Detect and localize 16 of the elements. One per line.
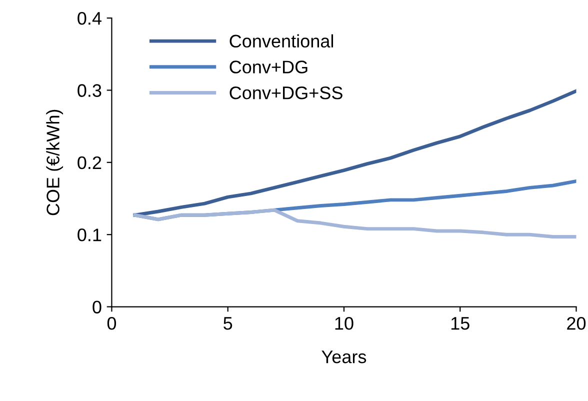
y-tick-label: 0.3 (78, 84, 102, 97)
legend-label: Conv+DG+SS (230, 86, 342, 100)
line-series (133, 208, 576, 238)
y-tick-label: 0.2 (78, 156, 102, 170)
x-tick-label: 15 (451, 317, 470, 330)
x-tick-label: 0 (107, 316, 116, 330)
x-axis-title: Years (322, 350, 366, 364)
x-tick-label: 5 (224, 317, 232, 330)
y-tick-label: 0.4 (78, 12, 102, 25)
y-tick-label: 0.1 (78, 228, 102, 242)
legend-label: Conv+DG (230, 60, 308, 74)
x-tick-label: 10 (335, 316, 354, 330)
y-axis-title: COE (€/kWh) (46, 110, 64, 216)
y-tick-label: 0 (92, 300, 102, 314)
legend-label: Conventional (230, 34, 334, 48)
x-tick-label: 20 (567, 316, 586, 330)
